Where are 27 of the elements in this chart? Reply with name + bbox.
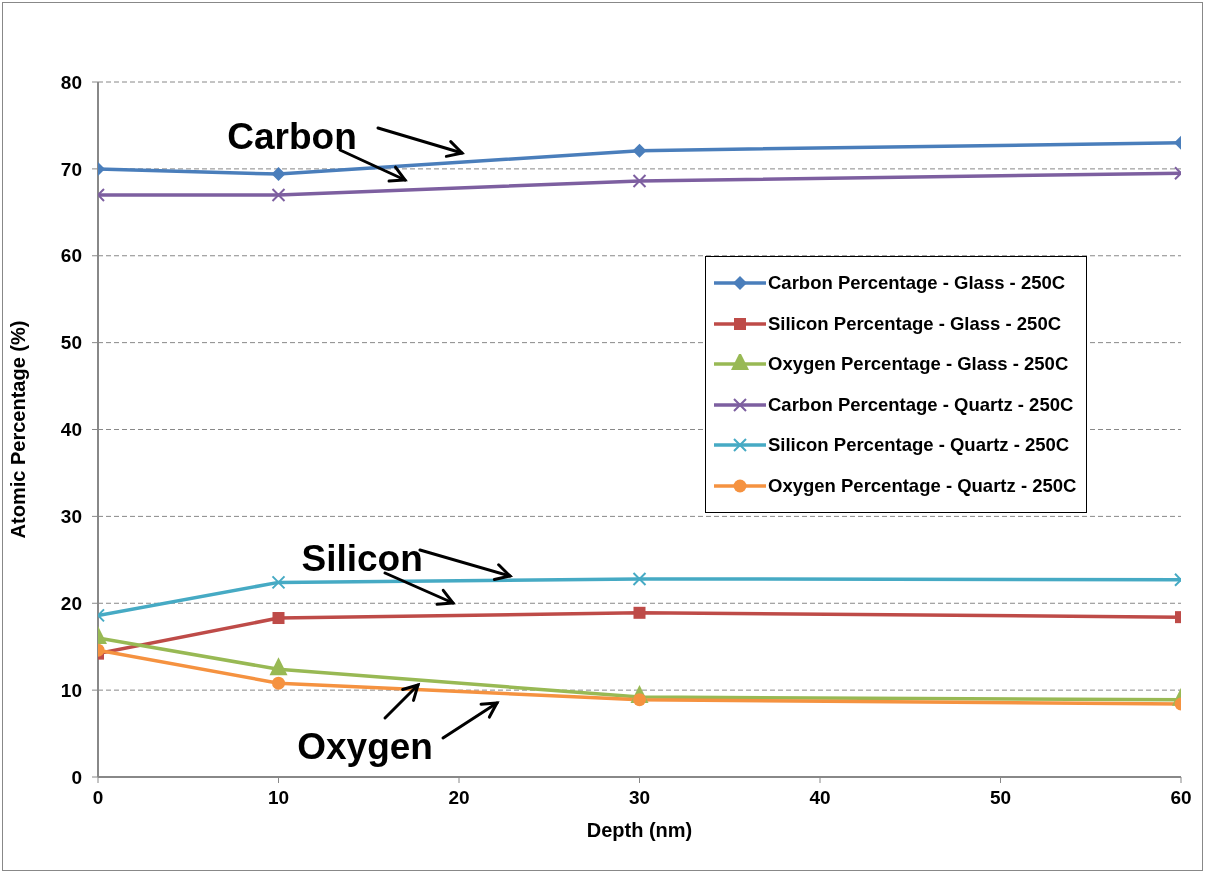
y-tick-label: 0 — [71, 766, 82, 788]
y-tick-label: 20 — [60, 592, 82, 614]
y-tick-label: 10 — [60, 679, 82, 701]
y-tick-label: 80 — [60, 71, 82, 93]
annotation: Silicon — [300, 537, 424, 582]
legend-label: Carbon Percentage - Glass - 250C — [768, 272, 1066, 295]
legend-label: Oxygen Percentage - Glass - 250C — [768, 353, 1069, 376]
y-axis-title: Atomic Percentage (%) — [7, 320, 30, 539]
x-axis-title: Depth (nm) — [586, 819, 693, 841]
legend-label: Oxygen Percentage - Quartz - 250C — [768, 474, 1077, 497]
x-tick-label: 60 — [1170, 787, 1192, 809]
x-tick-label: 30 — [628, 787, 651, 809]
x-tick-label: 50 — [989, 787, 1012, 809]
x-tick-label: 20 — [448, 787, 470, 809]
annotation: Carbon — [226, 114, 358, 159]
y-tick-label: 50 — [60, 332, 82, 354]
y-tick-label: 30 — [60, 506, 82, 528]
x-tick-label: 10 — [267, 787, 290, 809]
y-tick-label: 40 — [60, 419, 82, 441]
y-tick-label: 60 — [60, 245, 82, 267]
x-tick-label: 0 — [92, 787, 104, 809]
x-tick-label: 40 — [809, 787, 831, 809]
legend-label: Silicon Percentage - Glass - 250C — [768, 312, 1062, 335]
annotation: Oxygen — [296, 724, 434, 769]
y-tick-label: 70 — [60, 158, 82, 180]
legend-label: Silicon Percentage - Quartz - 250C — [768, 434, 1070, 457]
legend-label: Carbon Percentage - Quartz - 250C — [768, 393, 1074, 416]
